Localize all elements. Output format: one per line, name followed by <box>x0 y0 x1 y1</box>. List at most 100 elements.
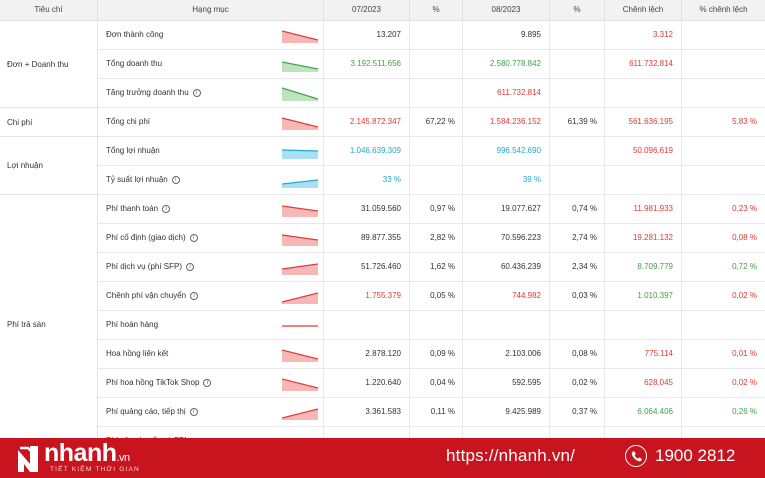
pct-07-2023 <box>410 137 463 166</box>
group-costs: Chi phí <box>0 108 98 137</box>
difference-value: 611.732.814 <box>605 50 682 79</box>
difference-pct: 0,26 % <box>732 407 757 416</box>
value-07-2023: 3.361.583 <box>324 398 410 427</box>
sparkline-line <box>282 292 318 303</box>
sparkline-icon <box>282 408 318 420</box>
pct-07-2023: 2,82 % <box>410 224 463 253</box>
pct-08-2023: 0,03 % <box>550 282 605 311</box>
difference-pct: 0,72 % <box>732 262 757 271</box>
sparkline-line <box>282 349 318 360</box>
table-row: Tổng doanh thu 3.192.511.656 2.580.778.842… <box>98 50 765 79</box>
difference-pct <box>682 79 765 108</box>
row-category-label: Tổng chi phí <box>106 117 151 126</box>
sparkline-icon <box>282 205 318 217</box>
row-category-label: Phí dịch vụ (phí SFP) <box>106 262 183 271</box>
value-07-2023: 2.145.872.347 <box>324 108 410 137</box>
sparkline-line <box>282 234 318 241</box>
row-category: Phí hoàn hàng <box>98 311 324 340</box>
sparkline-area <box>282 206 318 217</box>
pct-07-2023 <box>410 166 463 195</box>
pct-07-2023 <box>410 21 463 50</box>
info-icon[interactable]: i <box>192 89 201 97</box>
group-platform-fees: Phí trả sàn <box>0 195 98 455</box>
pct-07-2023: 0,11 % <box>410 398 463 427</box>
pct-08-2023 <box>550 50 605 79</box>
row-category: Tổng chi phí <box>98 108 324 137</box>
sparkline-icon <box>282 263 318 275</box>
value-08-2023: 996.542.690 <box>463 137 550 166</box>
row-category: Tổng lợi nhuận <box>98 137 324 166</box>
group-profit: Lợi nhuận <box>0 137 98 195</box>
value-07-2023: 3.192.511.656 <box>324 50 410 79</box>
pct-07-2023 <box>410 79 463 108</box>
table-header: Tiêu chí Hạng mục 07/2023 % 08/2023 % Ch… <box>0 0 765 21</box>
header-period2[interactable]: 08/2023 <box>463 0 550 21</box>
phone-icon <box>625 445 647 467</box>
info-icon[interactable]: i <box>162 205 171 213</box>
sparkline-area <box>282 180 318 188</box>
sparkline-area <box>282 350 318 362</box>
difference-pct <box>682 21 765 50</box>
sparkline-line <box>282 263 318 270</box>
difference-pct: 0,08 % <box>732 233 757 242</box>
header-diff: Chênh lệch <box>605 0 682 21</box>
sparkline-area <box>282 150 318 159</box>
pct-08-2023: 2,74 % <box>550 224 605 253</box>
table-row: Chênh phí vận chuyển i 1.755.379 0,05 % 744.… <box>98 282 765 311</box>
value-08-2023: 19.077.627 <box>463 195 550 224</box>
difference-value <box>605 79 682 108</box>
header-period1[interactable]: 07/2023 <box>324 0 410 21</box>
sparkline-icon <box>282 292 318 304</box>
sparkline-line <box>282 61 318 70</box>
difference-value: 50.096.619 <box>605 137 682 166</box>
header-pct2: % <box>550 0 605 21</box>
row-category-label: Tăng trưởng doanh thu <box>106 88 189 97</box>
pct-08-2023: 2,34 % <box>550 253 605 282</box>
pct-07-2023 <box>410 311 463 340</box>
difference-value: 8.709.779 <box>605 253 682 282</box>
pct-07-2023: 0,05 % <box>410 282 463 311</box>
value-08-2023: 9.895 <box>463 21 550 50</box>
sparkline-line <box>282 378 318 389</box>
brand-name: nhanh.vn <box>44 439 130 468</box>
difference-value: 3.312 <box>605 21 682 50</box>
pct-07-2023: 0,04 % <box>410 369 463 398</box>
info-icon[interactable]: i <box>189 234 198 242</box>
pct-08-2023: 0,37 % <box>550 398 605 427</box>
brand-tagline: TIẾT KIỆM THỜI GIAN <box>50 466 140 473</box>
info-icon[interactable]: i <box>186 263 195 271</box>
footer-phone[interactable]: 1900 2812 <box>655 446 736 465</box>
sparkline-icon <box>282 325 318 327</box>
value-07-2023: 2.878.120 <box>324 340 410 369</box>
sparkline-area <box>282 264 318 275</box>
row-category-label: Tỷ suất lợi nhuận <box>106 175 168 184</box>
value-07-2023: 1.755.379 <box>324 282 410 311</box>
header-diff-pct: % chênh lệch <box>699 5 748 14</box>
info-icon[interactable]: i <box>203 379 212 387</box>
sparkline-area <box>282 235 318 246</box>
table-row: Hoa hồng liên kết 2.878.120 0,09 % 2.103.00… <box>98 340 765 369</box>
pct-08-2023: 0,08 % <box>550 340 605 369</box>
value-07-2023: 1.046.639.309 <box>324 137 410 166</box>
footer-url[interactable]: https://nhanh.vn/ <box>446 446 576 465</box>
header-criteria: Tiêu chí <box>0 0 98 21</box>
table-row: Tổng lợi nhuận 1.046.639.309 996.542.690 50… <box>98 137 765 166</box>
value-07-2023: 1.220.640 <box>324 369 410 398</box>
value-08-2023: 744.982 <box>463 282 550 311</box>
info-icon[interactable]: i <box>171 176 180 184</box>
pct-08-2023 <box>550 137 605 166</box>
table-row: Phí hoa hồng TikTok Shop i 1.220.640 0,04 %… <box>98 369 765 398</box>
difference-value: 11.981.933 <box>605 195 682 224</box>
table-row: Phí cố định (giao dịch) i 89.877.355 2,82 %… <box>98 224 765 253</box>
header-category: Hạng mục <box>98 0 324 21</box>
difference-value <box>605 311 682 340</box>
info-icon[interactable]: i <box>189 408 198 416</box>
difference-value: 561.636.195 <box>605 108 682 137</box>
pct-07-2023: 67,22 % <box>410 108 463 137</box>
row-category: Phí hoa hồng TikTok Shop i <box>98 369 324 398</box>
row-category-label: Phí thanh toán <box>106 204 159 213</box>
info-icon[interactable]: i <box>190 292 199 300</box>
value-07-2023: 89.877.355 <box>324 224 410 253</box>
difference-value: 775.114 <box>605 340 682 369</box>
row-category-label: Phí hoa hồng TikTok Shop <box>106 378 200 387</box>
